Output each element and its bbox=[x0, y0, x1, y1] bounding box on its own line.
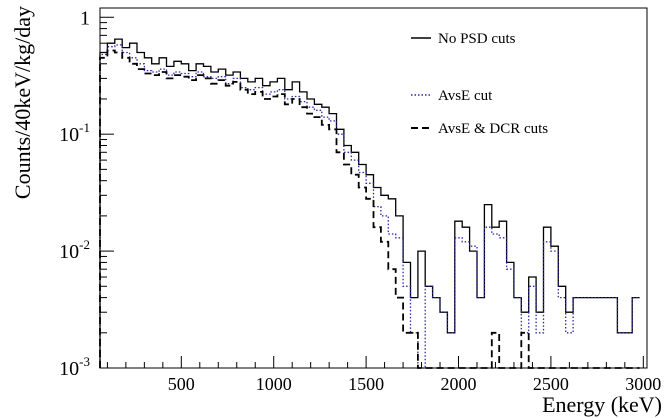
series-layer bbox=[99, 38, 640, 369]
x-tick-label: 3000 bbox=[625, 374, 661, 394]
x-tick-label: 500 bbox=[168, 374, 195, 394]
plot-frame bbox=[99, 7, 648, 369]
y-axis-label: Counts/40keV/kg/day bbox=[10, 6, 35, 199]
y-tick-label: 10-2 bbox=[59, 237, 90, 263]
x-tick-label: 2500 bbox=[533, 374, 569, 394]
series-line-2 bbox=[99, 44, 640, 369]
series-2 bbox=[99, 44, 640, 369]
legend-label: AvsE cut bbox=[438, 88, 493, 104]
legend-item-2: AvsE cut bbox=[411, 88, 493, 104]
legend-item-1: No PSD cuts bbox=[411, 31, 516, 47]
series-3 bbox=[99, 49, 640, 369]
ticks-layer: 500 1000 1500 2000 2500 3000 10-3 10-2 10-1 1 bbox=[59, 7, 661, 394]
y-tick-label: 1 bbox=[80, 7, 90, 29]
series-line-1 bbox=[99, 38, 640, 368]
x-tick-label: 1500 bbox=[348, 374, 384, 394]
y-tick-label: 10-3 bbox=[59, 354, 90, 380]
legend-label: No PSD cuts bbox=[438, 31, 516, 47]
series-1 bbox=[99, 38, 640, 368]
legend: No PSD cuts AvsE cut AvsE & DCR cuts bbox=[411, 31, 548, 137]
legend-label: AvsE & DCR cuts bbox=[438, 121, 548, 137]
x-tick-label: 2000 bbox=[441, 374, 477, 394]
legend-item-3: AvsE & DCR cuts bbox=[411, 121, 548, 137]
y-tick-label: 10-1 bbox=[59, 120, 90, 146]
series-line-3 bbox=[99, 49, 640, 369]
x-tick-label: 1000 bbox=[256, 374, 292, 394]
x-axis-label: Energy (keV) bbox=[542, 392, 662, 417]
